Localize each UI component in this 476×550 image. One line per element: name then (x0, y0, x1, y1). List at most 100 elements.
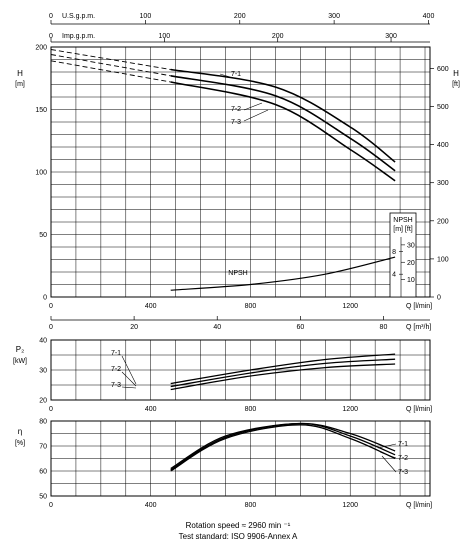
y-right-tick-label: 100 (437, 256, 449, 263)
y-right-axis-unit: [ft] (452, 81, 460, 88)
x-axis-label: Q [l/min] (406, 303, 432, 310)
m3h-axis-tick-label: 0 (49, 324, 53, 331)
x-tick-label: 400 (145, 303, 157, 310)
test-standard-note: Test standard: ISO 9906-Annex A (178, 532, 298, 541)
y-tick-label: 60 (39, 469, 47, 476)
y-right-tick-label: 500 (437, 104, 449, 111)
top-axis-us-tick-label: 300 (328, 13, 340, 20)
plot-frame (50, 46, 431, 298)
power-curve-7-2 (170, 358, 396, 388)
y-tick-label: 40 (39, 338, 47, 345)
x-tick-label: 0 (49, 502, 53, 509)
top-axis-imp-label: Imp.g.p.m. (62, 33, 95, 40)
y-right-tick-label: 0 (437, 295, 441, 302)
y-right-tick-label: 600 (437, 66, 449, 73)
top-axis-imp-tick-label: 200 (272, 33, 284, 40)
series-label-leader (379, 451, 397, 459)
y-right-axis-label: H (453, 69, 459, 78)
y-tick-label: 70 (39, 444, 47, 451)
top-axis-us-tick-label: 0 (49, 13, 53, 20)
y-tick-label: 20 (39, 398, 47, 405)
series-label-leader (121, 371, 137, 387)
m3h-axis-tick-label: 40 (213, 324, 221, 331)
x-axis-label: Q [l/min] (406, 406, 432, 413)
p2-axis-label: P₂ (16, 345, 24, 354)
x-tick-label: 800 (245, 502, 257, 509)
npsh-inset (389, 212, 417, 298)
x-tick-label: 0 (49, 406, 53, 413)
x-tick-label: 400 (145, 502, 157, 509)
head-curve-dashed-7-1 (50, 49, 171, 70)
x-tick-label: 1200 (342, 502, 358, 509)
head-curve-dashed-7-3 (50, 60, 171, 83)
series-label-leader (121, 355, 137, 385)
top-axis-imp-tick-label: 0 (49, 33, 53, 40)
y-tick-label: 0 (43, 295, 47, 302)
x-tick-label: 0 (49, 303, 53, 310)
series-label: 7-3 (231, 119, 241, 126)
rotation-speed-note: Rotation speed ≈ 2960 min ⁻¹ (185, 521, 291, 530)
m3h-axis-tick-label: 60 (296, 324, 304, 331)
y-tick-label: 50 (39, 232, 47, 239)
head-curve-7-3 (170, 81, 396, 182)
m3h-axis-tick-label: 80 (380, 324, 388, 331)
npsh-tick-ft-label: 20 (407, 260, 415, 267)
x-tick-label: 1200 (342, 303, 358, 310)
top-axis-imp-tick-label: 100 (159, 33, 171, 40)
head-curve-7-1 (170, 68, 396, 163)
series-label-leader (243, 102, 263, 111)
y-tick-label: 50 (39, 494, 47, 501)
plot-frame (50, 339, 431, 401)
y-axis-label: H (17, 69, 23, 78)
y-tick-label: 200 (35, 45, 47, 52)
y-tick-label: 80 (39, 419, 47, 426)
y-tick-label: 30 (39, 368, 47, 375)
npsh-inset-title: NPSH (393, 217, 412, 224)
npsh-tick-m-label: 4 (392, 272, 396, 279)
efficiency-curve-7-2 (170, 422, 396, 471)
series-label: 7-1 (398, 441, 408, 448)
p2-axis-unit: [kW] (13, 358, 27, 365)
x-tick-label: 800 (245, 406, 257, 413)
series-label-leader (121, 386, 137, 389)
power-curve-7-1 (170, 353, 396, 385)
y-axis-unit: [m] (15, 81, 25, 88)
series-label-leader (381, 455, 397, 473)
npsh-tick-ft-label: 30 (407, 242, 415, 249)
series-label-leader (377, 443, 397, 449)
y-right-tick-label: 200 (437, 218, 449, 225)
x-axis-label: Q [l/min] (406, 502, 432, 509)
npsh-tick-m-label: 8 (392, 249, 396, 256)
series-label: 7-2 (231, 106, 241, 113)
eta-axis-unit: [%] (15, 440, 25, 447)
series-label: 7-1 (231, 71, 241, 78)
series-label: 7-3 (111, 382, 121, 389)
efficiency-curve-7-3 (170, 424, 396, 472)
m3h-axis-tick-label: 20 (130, 324, 138, 331)
npsh-inset-unit: [m] [ft] (393, 226, 413, 233)
x-tick-label: 800 (245, 303, 257, 310)
y-tick-label: 150 (35, 107, 47, 114)
power-curve-7-3 (170, 363, 396, 391)
y-right-tick-label: 400 (437, 142, 449, 149)
npsh-tick-ft-label: 10 (407, 277, 415, 284)
top-axis-us-label: U.S.g.p.m. (62, 13, 95, 20)
x-tick-label: 400 (145, 406, 157, 413)
top-axis-imp-tick-label: 300 (385, 33, 397, 40)
m3h-axis-label: Q [m³/h] (406, 324, 431, 331)
x-tick-label: 1200 (342, 406, 358, 413)
top-axis-us-tick-label: 200 (234, 13, 246, 20)
head-curve-dashed-7-2 (50, 54, 171, 77)
y-right-tick-label: 300 (437, 180, 449, 187)
eta-axis-label: η (18, 427, 22, 436)
y-tick-label: 100 (35, 170, 47, 177)
series-label-leader (243, 109, 269, 122)
series-label: 7-2 (398, 455, 408, 462)
npsh-curve-label: NPSH (228, 270, 247, 277)
plot-frame (50, 420, 431, 497)
top-axis-us-tick-label: 100 (140, 13, 152, 20)
series-label-leader (219, 73, 231, 78)
top-axis-us-tick-label: 400 (423, 13, 435, 20)
series-label: 7-3 (398, 469, 408, 476)
